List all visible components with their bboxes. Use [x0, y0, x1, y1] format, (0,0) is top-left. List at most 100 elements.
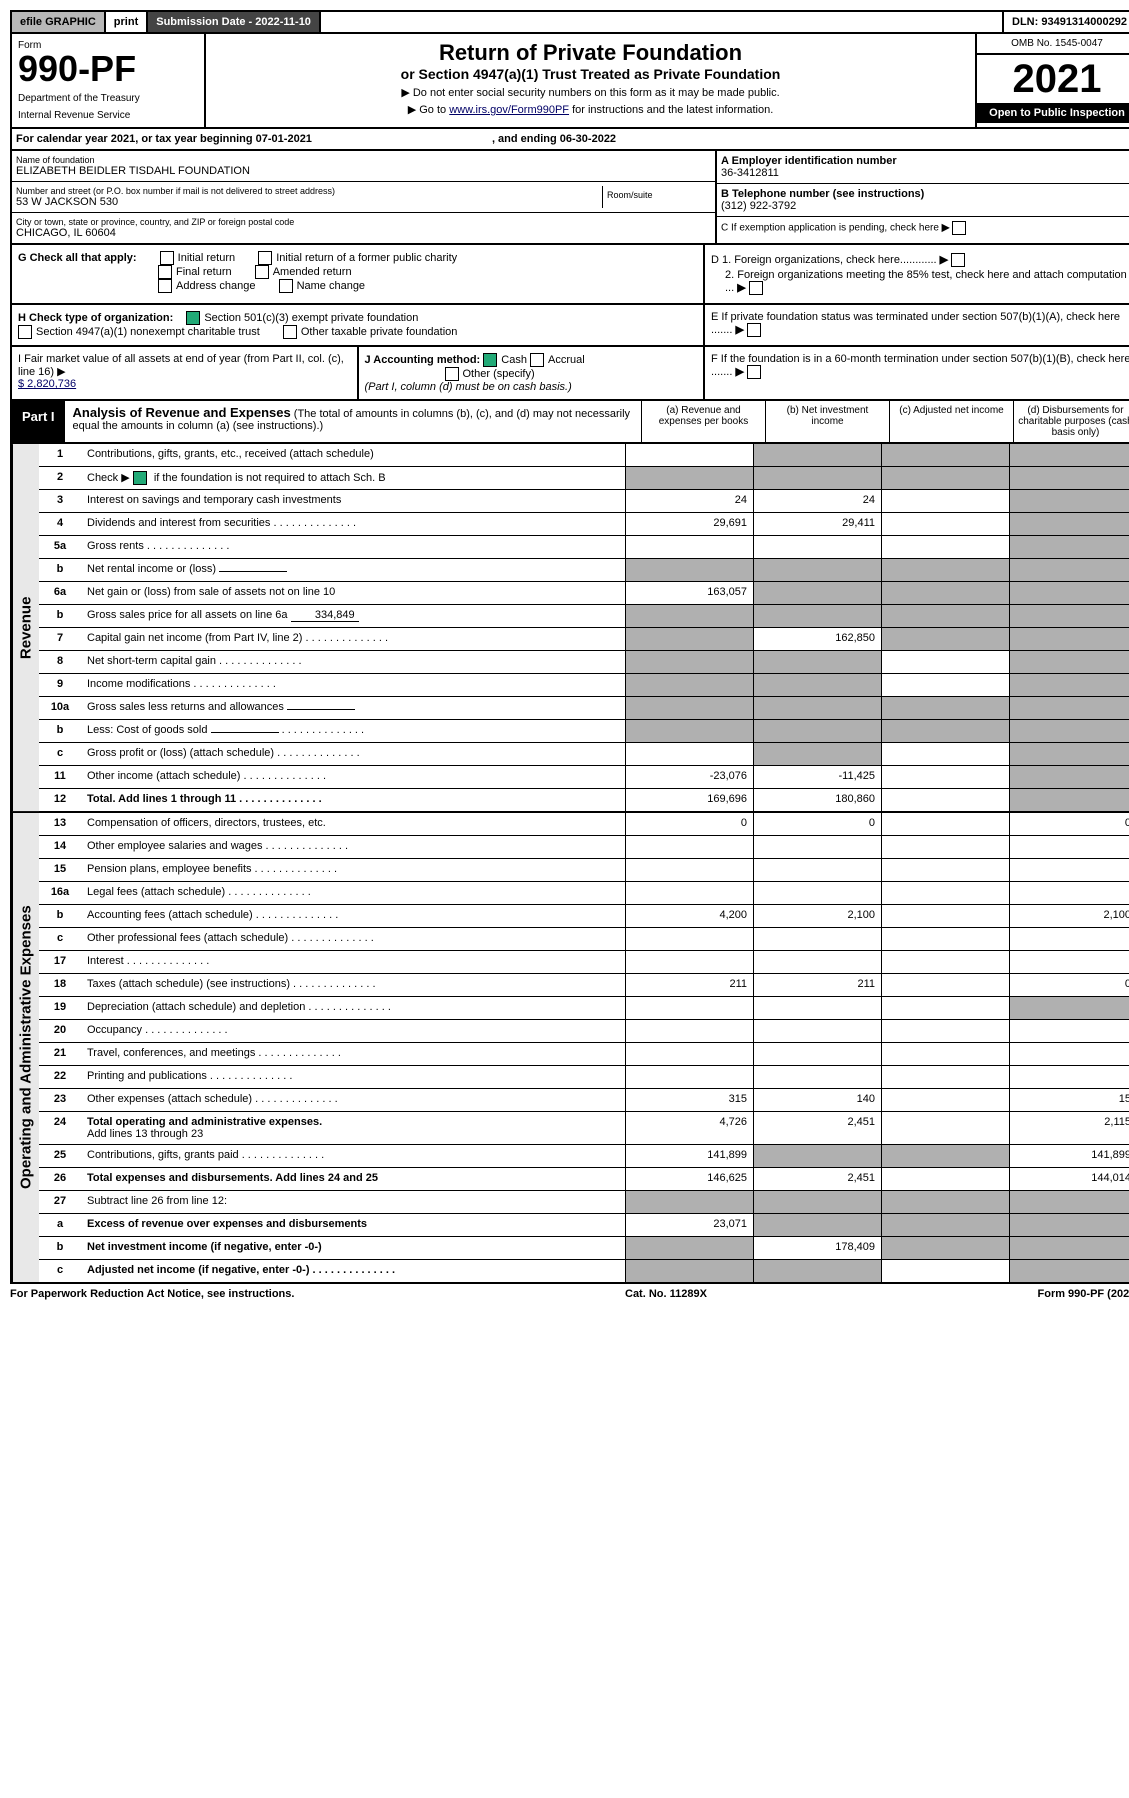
j-accrual[interactable] — [530, 353, 544, 367]
part1-title: Analysis of Revenue and Expenses — [73, 405, 291, 420]
box-b: B Telephone number (see instructions) — [721, 188, 1129, 200]
tax-year: 2021 — [977, 55, 1129, 103]
line-1: Contributions, gifts, grants, etc., rece… — [81, 444, 625, 466]
line-15: Pension plans, employee benefits — [81, 859, 625, 881]
footer-left: For Paperwork Reduction Act Notice, see … — [10, 1288, 294, 1300]
form-title: Return of Private Foundation — [212, 40, 969, 66]
line-6b: Gross sales price for all assets on line… — [81, 605, 625, 627]
line-7: Capital gain net income (from Part IV, l… — [81, 628, 625, 650]
i-value: $ 2,820,736 — [18, 378, 76, 390]
line-27a: Excess of revenue over expenses and disb… — [81, 1214, 625, 1236]
room-label: Room/suite — [607, 190, 707, 200]
submission-date: Submission Date - 2022-11-10 — [148, 12, 321, 32]
line-16b: Accounting fees (attach schedule) — [81, 905, 625, 927]
line-26: Total expenses and disbursements. Add li… — [81, 1168, 625, 1190]
line-22: Printing and publications — [81, 1066, 625, 1088]
g-label: G Check all that apply: — [18, 252, 137, 264]
line-10b: Less: Cost of goods sold — [81, 720, 625, 742]
dept: Department of the Treasury — [18, 93, 198, 104]
line-27: Subtract line 26 from line 12: — [81, 1191, 625, 1213]
line-5a: Gross rents — [81, 536, 625, 558]
line-12: Total. Add lines 1 through 11 — [81, 789, 625, 811]
j-other[interactable] — [445, 367, 459, 381]
footer-right: Form 990-PF (2021) — [1038, 1288, 1129, 1300]
line-23: Other expenses (attach schedule) — [81, 1089, 625, 1111]
d1-checkbox[interactable] — [951, 253, 965, 267]
l2-checkbox[interactable] — [133, 471, 147, 485]
e-checkbox[interactable] — [747, 323, 761, 337]
h-4947[interactable] — [18, 325, 32, 339]
g-initial[interactable] — [160, 251, 174, 265]
part1-header: Part I Analysis of Revenue and Expenses … — [10, 401, 1129, 444]
line-6a: Net gain or (loss) from sale of assets n… — [81, 582, 625, 604]
c-checkbox[interactable] — [952, 221, 966, 235]
i-j-f-block: I Fair market value of all assets at end… — [10, 347, 1129, 401]
line-14: Other employee salaries and wages — [81, 836, 625, 858]
h-501c3[interactable] — [186, 311, 200, 325]
top-bar: efile GRAPHIC print Submission Date - 20… — [10, 10, 1129, 34]
box-e: E If private foundation status was termi… — [711, 311, 1120, 336]
calendar-year: For calendar year 2021, or tax year begi… — [10, 129, 1129, 151]
d1: D 1. Foreign organizations, check here..… — [711, 254, 937, 266]
line-8: Net short-term capital gain — [81, 651, 625, 673]
g-name-change[interactable] — [279, 279, 293, 293]
line-13: Compensation of officers, directors, tru… — [81, 813, 625, 835]
g-former-charity[interactable] — [258, 251, 272, 265]
line-5b: Net rental income or (loss) — [81, 559, 625, 581]
line-9: Income modifications — [81, 674, 625, 696]
line-17: Interest — [81, 951, 625, 973]
g-final[interactable] — [158, 265, 172, 279]
foundation-name: ELIZABETH BEIDLER TISDAHL FOUNDATION — [16, 165, 711, 177]
name-label: Name of foundation — [16, 155, 711, 165]
omb: OMB No. 1545-0047 — [977, 34, 1129, 55]
line-16a: Legal fees (attach schedule) — [81, 882, 625, 904]
city-label: City or town, state or province, country… — [16, 217, 711, 227]
footer-mid: Cat. No. 11289X — [625, 1288, 707, 1300]
form-link[interactable]: www.irs.gov/Form990PF — [449, 104, 569, 116]
col-b: (b) Net investment income — [766, 401, 890, 442]
form-header: Form 990-PF Department of the Treasury I… — [10, 34, 1129, 129]
line-27c: Adjusted net income (if negative, enter … — [81, 1260, 625, 1282]
expenses-side: Operating and Administrative Expenses — [12, 813, 39, 1282]
g-d-block: G Check all that apply: Initial return I… — [10, 245, 1129, 305]
g-addr-change[interactable] — [158, 279, 172, 293]
city: CHICAGO, IL 60604 — [16, 227, 711, 239]
line-27b: Net investment income (if negative, ente… — [81, 1237, 625, 1259]
d2-checkbox[interactable] — [749, 281, 763, 295]
col-a: (a) Revenue and expenses per books — [642, 401, 766, 442]
open-inspection: Open to Public Inspection — [977, 103, 1129, 123]
line-10a: Gross sales less returns and allowances — [81, 697, 625, 719]
form-number: 990-PF — [18, 51, 198, 87]
g-amended[interactable] — [255, 265, 269, 279]
efile-label: efile GRAPHIC — [12, 12, 106, 32]
revenue-section: Revenue 1Contributions, gifts, grants, e… — [10, 444, 1129, 813]
line-3: Interest on savings and temporary cash i… — [81, 490, 625, 512]
print-button[interactable]: print — [106, 12, 148, 32]
part1-tag: Part I — [12, 401, 65, 442]
box-c: C If exemption application is pending, c… — [721, 223, 939, 234]
line-21: Travel, conferences, and meetings — [81, 1043, 625, 1065]
h-label: H Check type of organization: — [18, 312, 173, 324]
footer: For Paperwork Reduction Act Notice, see … — [10, 1284, 1129, 1304]
j-cash[interactable] — [483, 353, 497, 367]
line-25: Contributions, gifts, grants paid — [81, 1145, 625, 1167]
h-e-block: H Check type of organization: Section 50… — [10, 305, 1129, 347]
entity-block: Name of foundation ELIZABETH BEIDLER TIS… — [10, 151, 1129, 245]
dln: DLN: 93491314000292 — [1002, 12, 1129, 32]
irs: Internal Revenue Service — [18, 110, 198, 121]
h-other-tax[interactable] — [283, 325, 297, 339]
ein: 36-3412811 — [721, 167, 1129, 179]
expenses-section: Operating and Administrative Expenses 13… — [10, 813, 1129, 1284]
box-a: A Employer identification number — [721, 155, 1129, 167]
revenue-side: Revenue — [12, 444, 39, 811]
phone: (312) 922-3792 — [721, 200, 1129, 212]
note2: ▶ Go to www.irs.gov/Form990PF for instru… — [212, 103, 969, 116]
line-24: Total operating and administrative expen… — [81, 1112, 625, 1144]
line-18: Taxes (attach schedule) (see instruction… — [81, 974, 625, 996]
line-19: Depreciation (attach schedule) and deple… — [81, 997, 625, 1019]
box-f: F If the foundation is in a 60-month ter… — [711, 353, 1129, 378]
j-note: (Part I, column (d) must be on cash basi… — [365, 381, 572, 393]
f-checkbox[interactable] — [747, 365, 761, 379]
line-20: Occupancy — [81, 1020, 625, 1042]
line-11: Other income (attach schedule) — [81, 766, 625, 788]
